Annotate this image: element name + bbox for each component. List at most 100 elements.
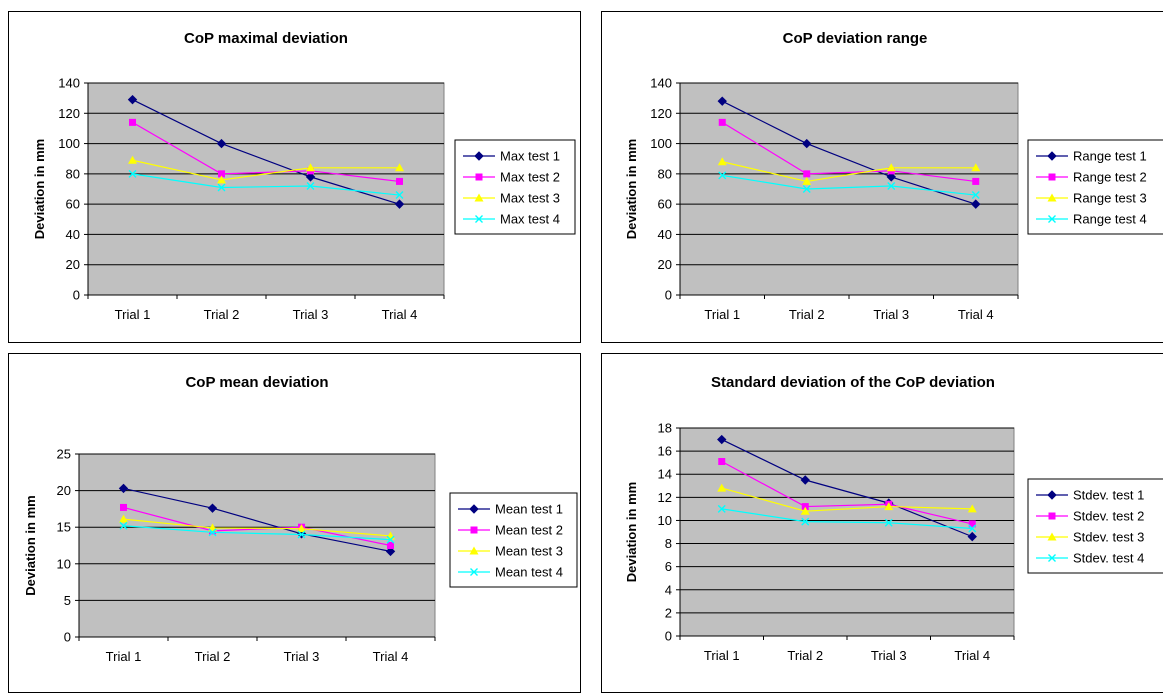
data-point-s1-4 — [394, 199, 405, 209]
data-point-s1-3 — [886, 172, 896, 182]
series-line-2 — [721, 460, 973, 525]
chart-title: CoP deviation range — [783, 30, 928, 47]
y-tick-label: 120 — [650, 106, 672, 121]
legend-marker-1 — [469, 504, 479, 514]
y-axis-label: Deviation in mm — [624, 482, 639, 582]
y-tick-label: 8 — [665, 536, 672, 551]
y-tick-label: 25 — [57, 447, 71, 462]
y-tick-label: 6 — [665, 559, 672, 574]
x-tick-label: Trial 1 — [115, 307, 151, 322]
plot-area — [87, 82, 445, 296]
x-tick-label: Trial 4 — [954, 648, 990, 663]
y-tick-label: 2 — [665, 605, 672, 620]
chart-range: CoP deviation range 0 20 40 60 80 100 120 140 Tri… — [624, 30, 1163, 322]
chart-panel-stdev: Standard deviation of the CoP deviation 0… — [601, 353, 1163, 693]
series-line-1 — [123, 487, 391, 552]
y-tick-label: 100 — [650, 136, 672, 151]
data-point-s2-4 — [972, 177, 980, 185]
y-tick-label: 4 — [665, 582, 672, 597]
data-point-s3-2 — [217, 175, 226, 184]
data-point-s3-4 — [971, 163, 981, 172]
data-point-s2-2 — [803, 170, 811, 178]
legend-marker-2 — [470, 526, 478, 534]
y-tick-label: 60 — [66, 197, 80, 212]
data-point-s1-2 — [216, 138, 227, 149]
y-tick-label: 80 — [66, 166, 80, 181]
data-point-s2-1 — [718, 458, 726, 466]
data-point-s4-4 — [386, 535, 395, 544]
chart-mean: CoP mean deviation 0 5 10 15 20 25 Trial 1 Trial… — [23, 374, 578, 664]
data-point-s1-4 — [385, 546, 396, 557]
data-point-s3-1 — [119, 514, 128, 523]
data-point-s1-1 — [717, 434, 727, 445]
legend-marker-3 — [1047, 532, 1057, 541]
legend-label: Max test 1 — [500, 149, 560, 164]
legend-marker-2 — [475, 173, 483, 181]
series-line-3 — [123, 518, 391, 537]
data-point-s4-4 — [395, 191, 404, 200]
legend-marker-1 — [1047, 490, 1057, 500]
legend-marker-4 — [475, 215, 483, 223]
data-point-s4-2 — [208, 528, 217, 537]
y-tick-label: 16 — [658, 444, 672, 459]
x-tick-label: Trial 3 — [293, 307, 329, 322]
x-tick-label: Trial 4 — [382, 307, 418, 322]
legend-label: Range test 3 — [1073, 191, 1147, 206]
data-point-s4-3 — [306, 181, 315, 190]
x-tick-label: Trial 2 — [204, 307, 240, 322]
y-tick-label: 14 — [658, 467, 672, 482]
data-point-s3-3 — [884, 502, 894, 511]
data-point-s4-1 — [119, 521, 128, 530]
data-point-s4-1 — [718, 171, 727, 180]
legend-marker-3 — [469, 546, 479, 555]
data-point-s2-4 — [387, 542, 394, 549]
y-tick-label: 120 — [58, 106, 80, 121]
y-tick-label: 0 — [64, 630, 71, 645]
series-line-3 — [722, 161, 976, 183]
legend-marker-4 — [1048, 215, 1056, 223]
y-tick-label: 20 — [66, 257, 80, 272]
data-point-s4-2 — [217, 183, 226, 192]
data-point-s4-4 — [968, 524, 977, 533]
legend-label: Max test 3 — [500, 191, 560, 206]
data-point-s4-2 — [802, 185, 811, 193]
data-point-s3-1 — [128, 155, 137, 164]
data-point-s3-3 — [886, 163, 896, 172]
chart-panel-mean: CoP mean deviation 0 5 10 15 20 25 Trial 1 Trial… — [8, 353, 581, 693]
data-point-s2-1 — [718, 118, 726, 126]
series-line-4 — [722, 174, 976, 196]
series-line-4 — [132, 173, 400, 196]
legend-label: Mean test 3 — [495, 544, 563, 559]
y-tick-label: 100 — [58, 136, 80, 151]
legend-marker-3 — [1047, 193, 1057, 202]
y-axis-label: Deviation in mm — [23, 495, 38, 595]
plot-area — [679, 427, 1015, 637]
chart-title: CoP mean deviation — [185, 374, 328, 391]
data-point-s1-4 — [971, 199, 981, 209]
chart-max: CoP maximal deviation 0 20 40 60 80 100 120 140 T… — [32, 30, 576, 322]
plot-area — [679, 82, 1019, 296]
data-point-s2-2 — [801, 503, 809, 511]
data-point-s3-3 — [297, 524, 306, 533]
x-tick-label: Trial 3 — [871, 648, 907, 663]
series-line-2 — [132, 121, 400, 183]
legend-label: Range test 2 — [1073, 170, 1147, 185]
series-line-3 — [132, 159, 400, 181]
series-line-3 — [721, 487, 973, 512]
data-point-s3-1 — [717, 157, 727, 166]
legend-label: Range test 1 — [1073, 149, 1147, 164]
x-tick-label: Trial 2 — [195, 649, 231, 664]
legend-marker-4 — [470, 568, 478, 576]
legend-marker-2 — [1048, 512, 1056, 520]
y-tick-label: 15 — [57, 520, 71, 535]
data-point-s2-4 — [396, 177, 403, 185]
data-point-s2-1 — [120, 503, 127, 511]
y-tick-label: 12 — [658, 490, 672, 505]
x-tick-label: Trial 3 — [873, 307, 909, 322]
data-point-s4-1 — [717, 504, 726, 513]
data-point-s3-4 — [967, 504, 977, 513]
x-tick-label: Trial 2 — [787, 648, 823, 663]
legend-marker-3 — [474, 193, 484, 202]
legend-marker-1 — [474, 151, 484, 161]
series-line-2 — [721, 121, 976, 183]
